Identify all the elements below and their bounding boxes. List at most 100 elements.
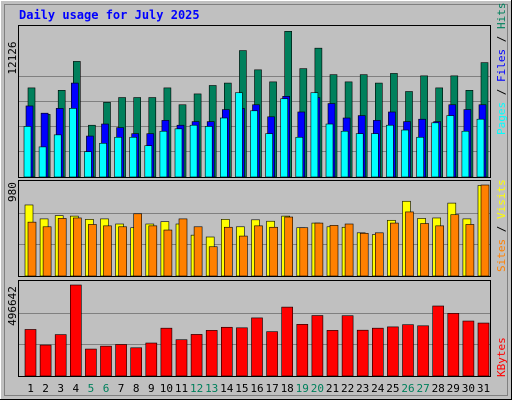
bar-pages-day-27 xyxy=(416,136,424,178)
bar-sites-day-4-fill xyxy=(73,217,82,277)
x-label-day-29: 29 xyxy=(447,382,460,395)
bar-sites-day-1-fill xyxy=(27,221,37,277)
bar-sites-day-28-fill xyxy=(435,225,445,277)
bar-pages-day-11 xyxy=(174,128,183,178)
bar-kbytes-day-14-fill xyxy=(221,326,233,377)
bar-sites-day-21 xyxy=(329,225,339,277)
x-label-day-23: 23 xyxy=(356,382,369,395)
bar-kbytes-day-8 xyxy=(130,347,142,377)
x-label-day-2: 2 xyxy=(42,382,49,395)
bar-sites-day-14 xyxy=(224,226,233,277)
bar-sites-day-7-fill xyxy=(118,226,127,277)
bar-sites-day-10 xyxy=(163,229,173,277)
bar-kbytes-day-29-fill xyxy=(447,313,460,377)
bar-pages-day-5-fill xyxy=(84,151,92,178)
bar-sites-day-11-fill xyxy=(178,218,188,277)
bar-sites-day-6-fill xyxy=(103,225,112,277)
x-label-day-5: 5 xyxy=(88,382,95,395)
bar-kbytes-day-22-fill xyxy=(341,315,354,377)
bar-sites-day-12 xyxy=(193,226,203,277)
bar-sites-day-24-fill xyxy=(374,232,384,277)
x-label-day-4: 4 xyxy=(72,382,79,395)
bar-sites-day-23 xyxy=(359,232,369,277)
bar-sites-day-27 xyxy=(420,223,429,277)
bar-kbytes-day-4-fill xyxy=(70,284,82,377)
bar-kbytes-day-29 xyxy=(447,313,460,377)
bar-kbytes-day-27-fill xyxy=(417,325,429,377)
bar-pages-day-26-fill xyxy=(401,129,409,178)
legend-hits: Hits xyxy=(495,3,508,30)
bar-sites-day-19-fill xyxy=(299,227,309,277)
bar-kbytes-day-5-fill xyxy=(85,348,97,377)
bar-pages-day-27-fill xyxy=(416,136,424,178)
bar-sites-day-26-fill xyxy=(405,211,414,277)
bar-sites-day-18-fill xyxy=(284,216,294,277)
x-label-day-3: 3 xyxy=(57,382,64,395)
bar-sites-day-25-fill xyxy=(390,222,399,277)
x-label-day-30: 30 xyxy=(462,382,475,395)
x-label-day-8: 8 xyxy=(133,382,140,395)
bar-kbytes-day-2-fill xyxy=(39,344,52,377)
bar-pages-day-10-fill xyxy=(159,130,168,178)
bar-sites-day-5 xyxy=(88,224,97,277)
bar-pages-day-19-fill xyxy=(295,136,304,178)
bar-sites-day-31 xyxy=(480,184,490,277)
bar-kbytes-day-11 xyxy=(175,339,188,377)
x-label-day-1: 1 xyxy=(27,382,34,395)
bar-sites-day-29 xyxy=(450,214,460,277)
bar-kbytes-day-12 xyxy=(190,334,203,377)
bar-kbytes-day-17-fill xyxy=(266,331,278,377)
bar-pages-day-6 xyxy=(99,142,107,178)
x-label-day-24: 24 xyxy=(371,382,385,395)
bar-sites-day-2-fill xyxy=(42,226,52,277)
chart-title: Daily usage for July 2025 xyxy=(19,8,200,22)
bar-kbytes-day-24-fill xyxy=(371,327,384,377)
bar-kbytes-day-14 xyxy=(221,326,233,377)
bar-pages-day-11-fill xyxy=(174,128,183,178)
bar-pages-day-2 xyxy=(38,146,47,178)
legend-sep-2: / xyxy=(495,29,508,49)
bar-sites-day-26 xyxy=(405,211,414,277)
bar-kbytes-day-21-fill xyxy=(326,330,339,377)
bar-sites-day-30 xyxy=(465,224,475,277)
bar-kbytes-day-3 xyxy=(54,334,67,377)
legend-kbytes-panel: KBytes xyxy=(495,337,508,377)
legend-files: Files xyxy=(495,49,508,82)
bar-pages-day-22-fill xyxy=(340,130,349,178)
bar-pages-day-4 xyxy=(69,108,77,178)
bar-sites-day-25 xyxy=(390,222,399,277)
bar-pages-day-26 xyxy=(401,129,409,178)
bar-pages-day-3-fill xyxy=(53,134,62,178)
bar-pages-day-1 xyxy=(23,126,32,178)
bar-kbytes-day-21 xyxy=(326,330,339,377)
bar-pages-day-4-fill xyxy=(69,108,77,178)
legend-kbytes: KBytes xyxy=(495,337,508,377)
x-label-day-26: 26 xyxy=(401,382,414,395)
bar-kbytes-day-26-fill xyxy=(402,324,414,377)
bar-kbytes-day-25-fill xyxy=(387,326,399,377)
bar-pages-day-5 xyxy=(84,151,92,178)
bar-sites-day-15-fill xyxy=(239,235,248,277)
bar-pages-day-20-fill xyxy=(310,92,319,178)
bar-kbytes-day-15-fill xyxy=(236,327,248,377)
x-label-day-16: 16 xyxy=(250,382,263,395)
bar-kbytes-day-7 xyxy=(115,344,127,377)
bar-sites-day-21-fill xyxy=(329,225,339,277)
bar-sites-day-22-fill xyxy=(344,223,354,277)
bar-kbytes-day-19 xyxy=(296,324,309,377)
bar-sites-day-8-fill xyxy=(133,213,142,277)
bar-kbytes-day-4 xyxy=(70,284,82,377)
bar-pages-day-23-fill xyxy=(355,133,364,178)
bar-pages-day-25 xyxy=(386,124,394,178)
bar-pages-day-15 xyxy=(235,92,243,178)
frame-edge-left xyxy=(0,0,1,400)
bar-pages-day-16 xyxy=(250,110,258,178)
x-label-day-18: 18 xyxy=(281,382,294,395)
frame-edge-top xyxy=(0,0,512,1)
bar-kbytes-day-16 xyxy=(251,317,263,377)
x-label-day-21: 21 xyxy=(326,382,339,395)
bar-pages-day-24 xyxy=(370,133,379,178)
bar-pages-day-16-fill xyxy=(250,110,258,178)
x-label-day-10: 10 xyxy=(160,382,173,395)
bar-kbytes-day-6 xyxy=(100,345,112,377)
